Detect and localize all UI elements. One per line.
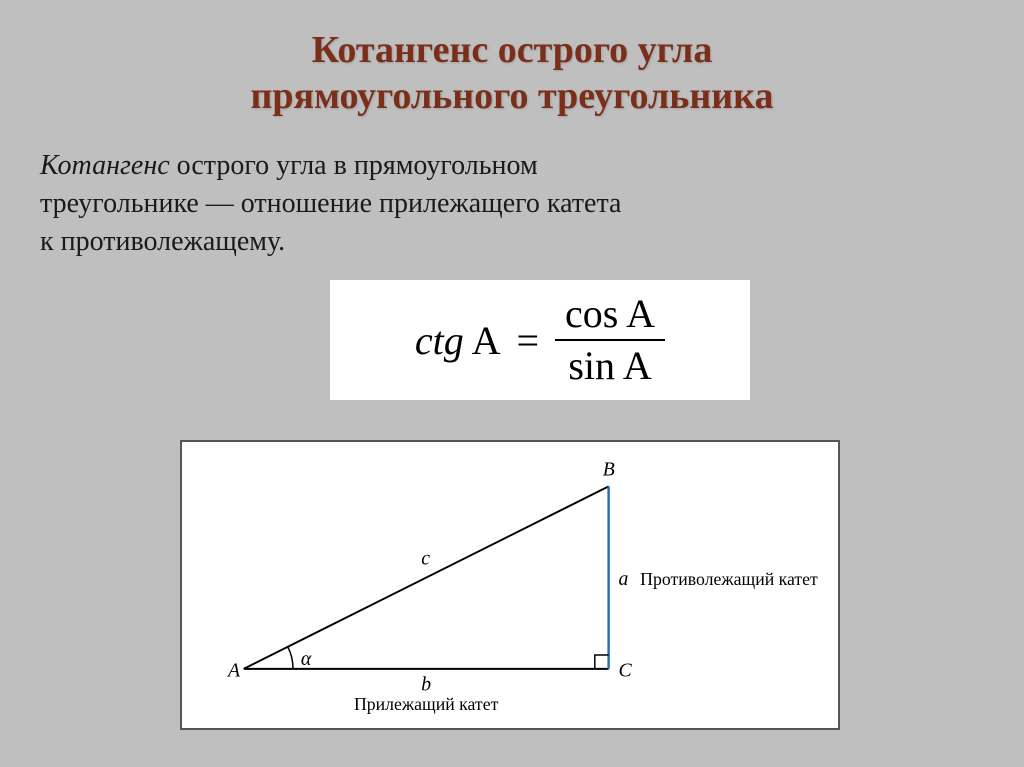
formula: ctg A = cos A sin A (415, 293, 665, 387)
title-line2: прямоугольного треугольника (251, 75, 774, 117)
side-a-text: Противолежащий катет (640, 569, 818, 589)
lhs-func: ctg (415, 318, 464, 363)
side-c-label: c (421, 547, 430, 569)
den-func: sin (568, 343, 615, 388)
fraction-denominator: sin A (558, 345, 661, 387)
formula-box: ctg A = cos A sin A (330, 280, 750, 400)
slide-title: Котангенс острого угла прямоугольного тр… (0, 0, 1024, 119)
right-angle-icon (595, 655, 609, 669)
triangle-diagram: A B C c a b α Противолежащий катет Приле… (180, 440, 840, 730)
side-b-label: b (421, 674, 431, 696)
num-arg: A (626, 291, 655, 336)
def-part2: треугольнике — отношение прилежащего кат… (40, 188, 621, 219)
formula-lhs: ctg A (415, 317, 501, 364)
fraction-bar (555, 339, 665, 341)
vertex-A-label: A (226, 660, 241, 682)
vertex-C-label: C (618, 660, 632, 682)
angle-arc (288, 647, 293, 669)
fraction-numerator: cos A (555, 293, 665, 335)
den-arg: A (623, 343, 652, 388)
term-cotangent: Котангенс (40, 150, 170, 181)
definition-text: Котангенс острого угла в прямоугольном т… (0, 119, 1024, 260)
num-func: cos (565, 291, 618, 336)
def-part3: к противолежащему. (40, 226, 285, 257)
triangle-svg: A B C c a b α Противолежащий катет Приле… (182, 442, 838, 728)
title-line1: Котангенс острого угла (312, 29, 713, 71)
lhs-arg: A (472, 318, 501, 363)
side-b-text: Прилежащий катет (354, 694, 499, 714)
formula-eq: = (516, 317, 539, 364)
side-a-label: a (618, 568, 628, 590)
side-c (244, 486, 609, 668)
def-part1: острого угла в прямоугольном (170, 150, 538, 181)
angle-alpha-label: α (301, 648, 312, 670)
vertex-B-label: B (603, 459, 615, 481)
formula-fraction: cos A sin A (555, 293, 665, 387)
